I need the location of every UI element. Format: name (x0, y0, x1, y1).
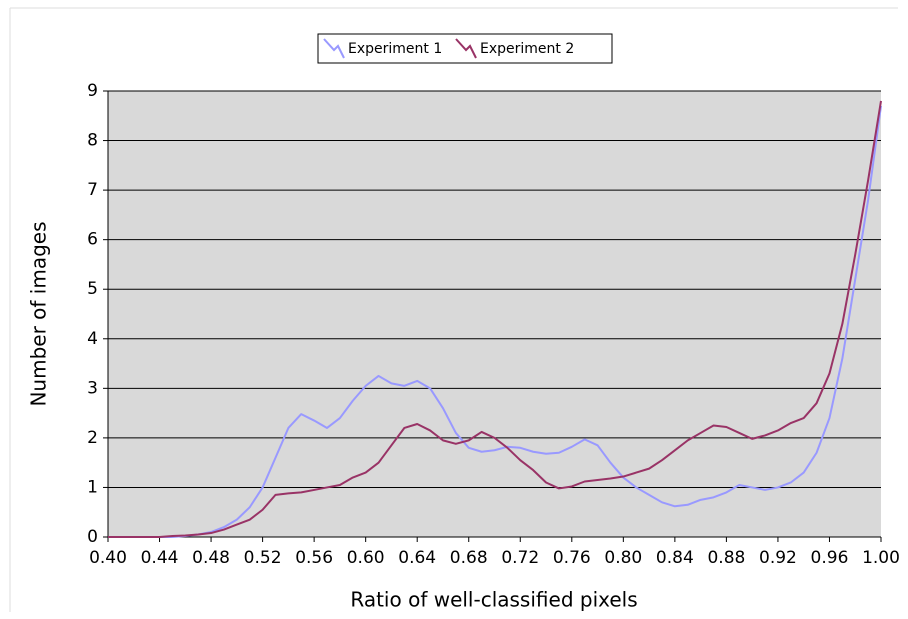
y-tick-label: 7 (87, 180, 98, 200)
x-tick-label: 0.88 (707, 548, 745, 568)
x-tick-label: 0.64 (398, 548, 436, 568)
y-tick-label: 8 (87, 131, 98, 151)
series-line (108, 100, 882, 538)
y-tick-label: 9 (87, 81, 98, 101)
x-tick-label: 0.92 (759, 548, 797, 568)
y-tick-label: 5 (87, 279, 98, 299)
x-tick-label: 0.56 (295, 548, 333, 568)
legend-label: Experiment 2 (480, 41, 574, 57)
legend-swatch (455, 38, 477, 59)
x-tick-label: 0.96 (811, 548, 849, 568)
y-tick-label: 0 (87, 527, 98, 547)
x-tick-label: 0.60 (347, 548, 385, 568)
x-tick-label: 0.40 (89, 548, 127, 568)
x-tick-label: 0.48 (192, 548, 230, 568)
plot-area (108, 91, 881, 537)
x-tick-label: 0.52 (244, 548, 282, 568)
x-tick-label: 0.44 (141, 548, 179, 568)
y-axis-title: Number of images (27, 221, 51, 406)
legend-swatch (323, 38, 345, 59)
y-tick-label: 3 (87, 378, 98, 398)
x-tick-label: 1.00 (862, 548, 900, 568)
x-tick-label: 0.84 (656, 548, 694, 568)
y-tick-label: 1 (87, 477, 98, 497)
series-line (108, 105, 882, 538)
x-tick-label: 0.68 (450, 548, 488, 568)
legend-label: Experiment 1 (348, 41, 442, 57)
y-tick-label: 6 (87, 230, 98, 250)
x-axis-title: Ratio of well-classified pixels (350, 588, 637, 612)
y-tick-label: 2 (87, 428, 98, 448)
x-tick-label: 0.80 (604, 548, 642, 568)
x-tick-label: 0.76 (553, 548, 591, 568)
x-tick-label: 0.72 (501, 548, 539, 568)
y-tick-label: 4 (87, 329, 98, 349)
